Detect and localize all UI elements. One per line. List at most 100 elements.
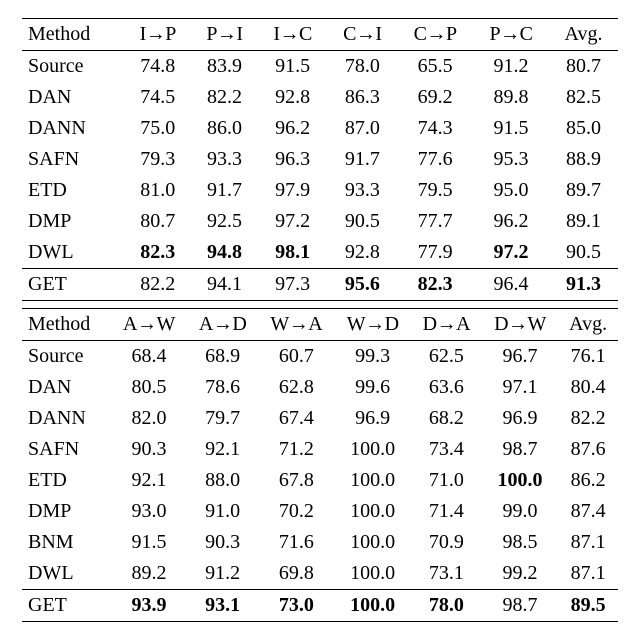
value-cell: 82.5 xyxy=(549,82,618,113)
col-avg: Avg. xyxy=(558,309,618,341)
value-cell: 96.3 xyxy=(258,144,328,175)
value-cell: 79.3 xyxy=(124,144,191,175)
value-cell: 82.0 xyxy=(111,403,187,434)
value-cell: 90.3 xyxy=(111,434,187,465)
value-cell: 76.1 xyxy=(558,341,618,373)
table-row: Source74.883.991.578.065.591.280.7 xyxy=(22,51,618,83)
value-cell: 100.0 xyxy=(334,590,410,622)
value-cell: 80.7 xyxy=(124,206,191,237)
value-cell: 80.4 xyxy=(558,372,618,403)
table-row: DWL89.291.269.8100.073.199.287.1 xyxy=(22,558,618,590)
col-aw: A→W xyxy=(111,309,187,341)
value-cell: 78.0 xyxy=(328,51,398,83)
value-cell: 100.0 xyxy=(334,496,410,527)
value-cell: 89.5 xyxy=(558,590,618,622)
table-row: DMP93.091.070.2100.071.499.087.4 xyxy=(22,496,618,527)
value-cell: 91.5 xyxy=(473,113,549,144)
value-cell: 90.3 xyxy=(187,527,258,558)
value-cell: 97.1 xyxy=(482,372,558,403)
value-cell: 95.0 xyxy=(473,175,549,206)
value-cell: 80.7 xyxy=(549,51,618,83)
value-cell: 97.2 xyxy=(258,206,328,237)
value-cell: 90.5 xyxy=(328,206,398,237)
table-row: DMP80.792.597.290.577.796.289.1 xyxy=(22,206,618,237)
value-cell: 93.9 xyxy=(111,590,187,622)
value-cell: 91.7 xyxy=(328,144,398,175)
value-cell: 79.7 xyxy=(187,403,258,434)
col-ci: C→I xyxy=(328,19,398,51)
col-method: Method xyxy=(22,19,124,51)
page: Method I→P P→I I→C C→I C→P P→C Avg. Sour… xyxy=(0,0,640,640)
value-cell: 97.9 xyxy=(258,175,328,206)
value-cell: 87.0 xyxy=(328,113,398,144)
col-ic: I→C xyxy=(258,19,328,51)
value-cell: 89.8 xyxy=(473,82,549,113)
value-cell: 95.6 xyxy=(328,269,398,301)
method-cell: SAFN xyxy=(22,434,111,465)
method-cell: DMP xyxy=(22,206,124,237)
value-cell: 73.4 xyxy=(411,434,482,465)
value-cell: 96.9 xyxy=(482,403,558,434)
table-bottom-footer: GET93.993.173.0100.078.098.789.5 xyxy=(22,590,618,622)
value-cell: 75.0 xyxy=(124,113,191,144)
value-cell: 87.1 xyxy=(558,558,618,590)
value-cell: 98.7 xyxy=(482,590,558,622)
value-cell: 91.3 xyxy=(549,269,618,301)
value-cell: 92.1 xyxy=(111,465,187,496)
value-cell: 67.4 xyxy=(258,403,334,434)
value-cell: 70.2 xyxy=(258,496,334,527)
value-cell: 82.3 xyxy=(397,269,473,301)
table-row: ETD81.091.797.993.379.595.089.7 xyxy=(22,175,618,206)
value-cell: 95.3 xyxy=(473,144,549,175)
table-row: SAFN79.393.396.391.777.695.388.9 xyxy=(22,144,618,175)
col-avg: Avg. xyxy=(549,19,618,51)
value-cell: 81.0 xyxy=(124,175,191,206)
value-cell: 91.5 xyxy=(258,51,328,83)
value-cell: 96.9 xyxy=(334,403,410,434)
value-cell: 62.5 xyxy=(411,341,482,373)
value-cell: 67.8 xyxy=(258,465,334,496)
table-row: DANN75.086.096.287.074.391.585.0 xyxy=(22,113,618,144)
method-cell: DWL xyxy=(22,237,124,269)
value-cell: 93.1 xyxy=(187,590,258,622)
value-cell: 91.7 xyxy=(191,175,258,206)
value-cell: 99.0 xyxy=(482,496,558,527)
table-gap xyxy=(22,301,618,308)
col-da: D→A xyxy=(411,309,482,341)
value-cell: 77.6 xyxy=(397,144,473,175)
value-cell: 80.5 xyxy=(111,372,187,403)
value-cell: 96.2 xyxy=(473,206,549,237)
method-cell: GET xyxy=(22,269,124,301)
value-cell: 98.7 xyxy=(482,434,558,465)
value-cell: 94.1 xyxy=(191,269,258,301)
value-cell: 88.0 xyxy=(187,465,258,496)
value-cell: 60.7 xyxy=(258,341,334,373)
table-bottom-header: Method A→W A→D W→A W→D D→A D→W Avg. xyxy=(22,309,618,341)
col-ip: I→P xyxy=(124,19,191,51)
table-row: SAFN90.392.171.2100.073.498.787.6 xyxy=(22,434,618,465)
value-cell: 89.2 xyxy=(111,558,187,590)
col-wd: W→D xyxy=(334,309,410,341)
table-top: Method I→P P→I I→C C→I C→P P→C Avg. Sour… xyxy=(22,18,618,301)
col-ad: A→D xyxy=(187,309,258,341)
col-wa: W→A xyxy=(258,309,334,341)
method-cell: DANN xyxy=(22,113,124,144)
method-cell: DANN xyxy=(22,403,111,434)
value-cell: 92.8 xyxy=(328,237,398,269)
value-cell: 74.5 xyxy=(124,82,191,113)
value-cell: 93.3 xyxy=(328,175,398,206)
table-row: ETD92.188.067.8100.071.0100.086.2 xyxy=(22,465,618,496)
table-row: DAN74.582.292.886.369.289.882.5 xyxy=(22,82,618,113)
value-cell: 91.2 xyxy=(473,51,549,83)
value-cell: 89.1 xyxy=(549,206,618,237)
method-cell: GET xyxy=(22,590,111,622)
col-pi: P→I xyxy=(191,19,258,51)
value-cell: 96.2 xyxy=(258,113,328,144)
value-cell: 68.9 xyxy=(187,341,258,373)
value-cell: 87.6 xyxy=(558,434,618,465)
value-cell: 87.4 xyxy=(558,496,618,527)
value-cell: 94.8 xyxy=(191,237,258,269)
value-cell: 69.2 xyxy=(397,82,473,113)
method-cell: DAN xyxy=(22,82,124,113)
method-cell: SAFN xyxy=(22,144,124,175)
